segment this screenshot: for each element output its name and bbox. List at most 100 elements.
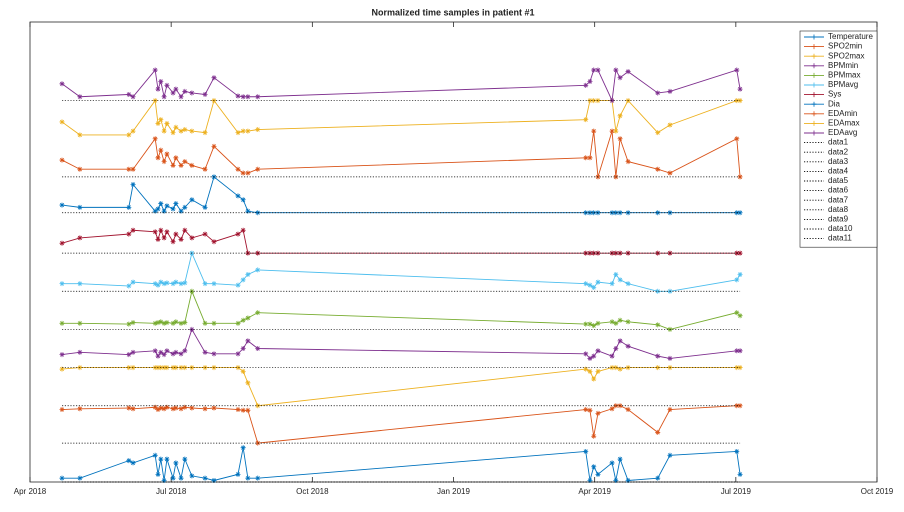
marker (178, 128, 184, 134)
marker (613, 365, 619, 371)
marker (240, 170, 246, 176)
marker (235, 193, 241, 199)
marker (164, 365, 170, 371)
marker (235, 130, 241, 136)
marker (583, 351, 589, 357)
marker (152, 404, 158, 410)
marker (161, 159, 167, 165)
marker (240, 445, 246, 451)
marker (595, 410, 601, 416)
marker (734, 310, 740, 316)
marker (126, 352, 132, 358)
marker (667, 452, 673, 458)
legend-label: data3 (828, 157, 849, 166)
legend-label: data10 (828, 224, 853, 233)
marker (158, 117, 164, 123)
marker (126, 405, 132, 411)
marker (170, 351, 176, 357)
marker (734, 348, 740, 354)
series-line (61, 130, 741, 177)
marker (155, 236, 161, 242)
legend-label: BPMmin (828, 61, 858, 70)
marker (164, 120, 170, 126)
series-line (61, 68, 741, 103)
marker (155, 206, 161, 212)
marker (609, 353, 615, 359)
marker (202, 130, 208, 136)
legend-label: data2 (828, 147, 849, 156)
marker (170, 320, 176, 326)
marker (737, 272, 743, 278)
marker (655, 429, 661, 435)
marker (189, 128, 195, 134)
marker (245, 170, 251, 176)
marker (667, 88, 673, 94)
legend-label: data4 (828, 167, 849, 176)
marker (182, 159, 188, 165)
marker (155, 320, 161, 326)
marker (202, 320, 208, 326)
marker (77, 94, 83, 100)
marker (173, 405, 179, 411)
marker (161, 208, 167, 214)
marker (189, 405, 195, 411)
marker (126, 365, 132, 371)
x-tick-label: Apr 2019 (578, 487, 611, 496)
legend-marker (811, 53, 817, 59)
marker (734, 403, 740, 409)
marker (655, 322, 661, 328)
marker (583, 407, 589, 413)
chart-title: Normalized time samples in patient #1 (371, 7, 534, 17)
marker (130, 279, 136, 285)
marker (625, 319, 631, 325)
marker (164, 151, 170, 157)
marker (245, 407, 251, 413)
marker (595, 320, 601, 326)
marker (170, 90, 176, 96)
marker (617, 456, 623, 462)
marker (245, 272, 251, 278)
marker (255, 166, 261, 172)
marker (587, 321, 593, 327)
legend-label: Sys (828, 90, 841, 99)
marker (182, 227, 188, 233)
marker (583, 366, 589, 372)
marker (152, 348, 158, 354)
marker (161, 320, 167, 326)
x-tick-label: Oct 2019 (861, 487, 894, 496)
x-tick-label: Apr 2018 (14, 487, 47, 496)
marker (211, 405, 217, 411)
marker (126, 458, 132, 464)
marker (591, 464, 597, 470)
x-tick-label: Jul 2019 (721, 487, 752, 496)
marker (255, 346, 261, 352)
marker (182, 404, 188, 410)
marker (587, 155, 593, 161)
marker (245, 475, 251, 481)
marker (173, 86, 179, 92)
marker (189, 197, 195, 203)
marker (734, 365, 740, 371)
marker (587, 355, 593, 361)
marker (587, 250, 593, 256)
marker (235, 365, 241, 371)
marker (130, 94, 136, 100)
marker (178, 94, 184, 100)
legend-label: EDAavg (828, 128, 857, 137)
marker (59, 281, 65, 287)
marker (161, 352, 167, 358)
marker (173, 460, 179, 466)
marker (158, 405, 164, 411)
legend-label: SPO2max (828, 51, 864, 60)
legend-marker (811, 34, 817, 40)
marker (655, 130, 661, 136)
marker (77, 235, 83, 241)
marker (591, 210, 597, 216)
marker (591, 128, 597, 134)
marker (591, 250, 597, 256)
marker (587, 282, 593, 288)
marker (126, 321, 132, 327)
marker (255, 310, 261, 316)
marker (158, 349, 164, 355)
marker (617, 366, 623, 372)
